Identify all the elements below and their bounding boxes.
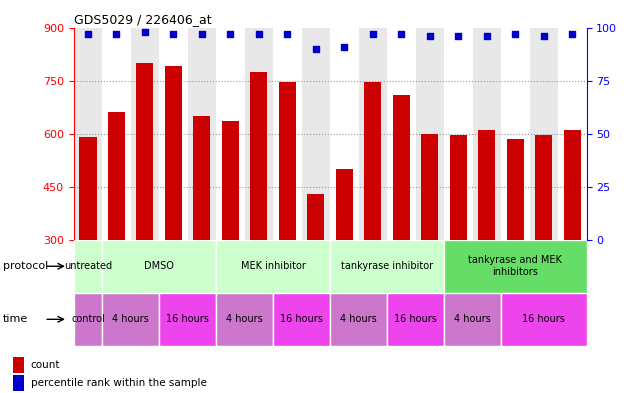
Bar bbox=[507, 139, 524, 346]
Text: protocol: protocol bbox=[3, 261, 49, 271]
Text: tankyrase inhibitor: tankyrase inhibitor bbox=[341, 261, 433, 271]
Bar bbox=[472, 28, 501, 240]
Point bbox=[254, 31, 264, 37]
Point bbox=[311, 46, 321, 52]
Bar bbox=[222, 121, 239, 346]
Bar bbox=[529, 28, 558, 240]
Bar bbox=[216, 28, 245, 240]
Bar bbox=[251, 72, 267, 346]
Text: DMSO: DMSO bbox=[144, 261, 174, 271]
Bar bbox=[13, 375, 24, 391]
Bar bbox=[387, 28, 415, 240]
Bar bbox=[102, 28, 131, 240]
Point bbox=[481, 33, 492, 39]
Bar bbox=[478, 130, 495, 346]
Bar bbox=[131, 28, 159, 240]
Point bbox=[282, 31, 292, 37]
Bar bbox=[216, 240, 330, 293]
Point bbox=[225, 31, 235, 37]
Bar bbox=[501, 293, 587, 346]
Text: MEK inhibitor: MEK inhibitor bbox=[241, 261, 306, 271]
Bar bbox=[279, 82, 296, 346]
Bar bbox=[108, 112, 125, 346]
Point bbox=[538, 33, 549, 39]
Text: 4 hours: 4 hours bbox=[112, 314, 149, 324]
Point bbox=[197, 31, 207, 37]
Point bbox=[140, 29, 150, 35]
Bar bbox=[245, 28, 273, 240]
Bar bbox=[307, 194, 324, 346]
Bar bbox=[558, 28, 587, 240]
Point bbox=[510, 31, 520, 37]
Bar bbox=[330, 293, 387, 346]
Point bbox=[112, 31, 122, 37]
Bar bbox=[102, 240, 216, 293]
Point bbox=[396, 31, 406, 37]
Text: untreated: untreated bbox=[64, 261, 112, 271]
Bar bbox=[302, 28, 330, 240]
Bar bbox=[387, 293, 444, 346]
Text: 16 hours: 16 hours bbox=[280, 314, 323, 324]
Bar bbox=[74, 28, 102, 240]
Bar bbox=[74, 240, 102, 293]
Bar bbox=[102, 293, 159, 346]
Bar bbox=[194, 116, 210, 346]
Bar bbox=[393, 95, 410, 346]
Bar bbox=[188, 28, 216, 240]
Bar bbox=[358, 28, 387, 240]
Bar bbox=[444, 293, 501, 346]
Text: 16 hours: 16 hours bbox=[522, 314, 565, 324]
Bar bbox=[444, 28, 472, 240]
Point bbox=[453, 33, 463, 39]
Bar bbox=[13, 357, 24, 373]
Point bbox=[169, 31, 179, 37]
Text: count: count bbox=[31, 360, 60, 370]
Point bbox=[83, 31, 93, 37]
Text: percentile rank within the sample: percentile rank within the sample bbox=[31, 378, 206, 388]
Bar bbox=[415, 28, 444, 240]
Bar bbox=[450, 135, 467, 346]
Bar bbox=[74, 293, 102, 346]
Text: 4 hours: 4 hours bbox=[340, 314, 377, 324]
Bar bbox=[165, 66, 182, 346]
Bar bbox=[330, 240, 444, 293]
Bar bbox=[159, 28, 188, 240]
Bar bbox=[137, 63, 153, 346]
Bar bbox=[364, 82, 381, 346]
Bar bbox=[79, 137, 97, 346]
Text: 16 hours: 16 hours bbox=[394, 314, 437, 324]
Text: time: time bbox=[3, 314, 28, 324]
Bar bbox=[421, 134, 438, 346]
Point bbox=[425, 33, 435, 39]
Point bbox=[339, 44, 349, 50]
Bar bbox=[273, 28, 302, 240]
Bar bbox=[216, 293, 273, 346]
Text: 16 hours: 16 hours bbox=[166, 314, 209, 324]
Point bbox=[567, 31, 578, 37]
Text: GDS5029 / 226406_at: GDS5029 / 226406_at bbox=[74, 13, 212, 26]
Text: 4 hours: 4 hours bbox=[454, 314, 491, 324]
Text: 4 hours: 4 hours bbox=[226, 314, 263, 324]
Bar bbox=[159, 293, 216, 346]
Bar bbox=[444, 240, 587, 293]
Bar bbox=[336, 169, 353, 346]
Bar bbox=[501, 28, 529, 240]
Bar bbox=[330, 28, 358, 240]
Text: control: control bbox=[71, 314, 105, 324]
Bar bbox=[535, 135, 553, 346]
Point bbox=[368, 31, 378, 37]
Text: tankyrase and MEK
inhibitors: tankyrase and MEK inhibitors bbox=[469, 255, 562, 277]
Bar bbox=[563, 130, 581, 346]
Bar bbox=[273, 293, 330, 346]
